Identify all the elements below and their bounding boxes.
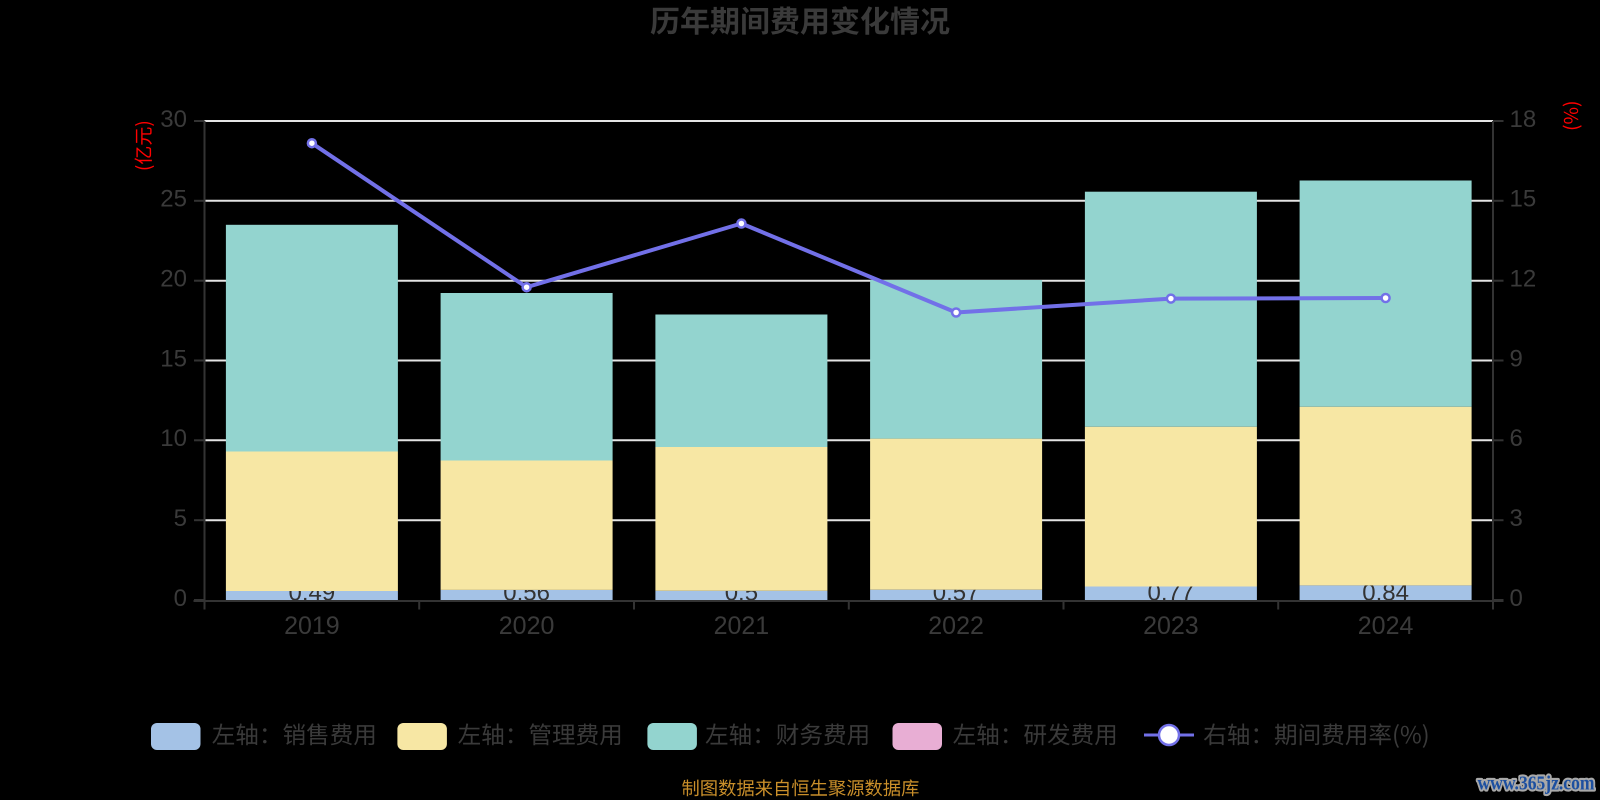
svg-text:2024: 2024 [1358, 612, 1414, 640]
svg-text:2019: 2019 [284, 612, 340, 640]
svg-text:0: 0 [174, 585, 187, 612]
svg-text:15: 15 [160, 345, 187, 372]
svg-text:www.365jz.com: www.365jz.com [1478, 773, 1595, 795]
svg-text:3: 3 [1510, 505, 1523, 532]
svg-text:12: 12 [1510, 266, 1537, 293]
svg-text:6: 6 [1510, 425, 1523, 452]
svg-text:9: 9 [1510, 345, 1523, 372]
svg-text:15: 15 [1510, 186, 1537, 213]
svg-text:18: 18 [1510, 106, 1537, 133]
svg-text:10: 10 [160, 425, 187, 452]
svg-text:5: 5 [174, 505, 187, 532]
svg-text:2023: 2023 [1143, 612, 1199, 640]
svg-text:20: 20 [160, 266, 187, 293]
svg-text:2021: 2021 [714, 612, 770, 640]
svg-text:25: 25 [160, 186, 187, 213]
svg-text:30: 30 [160, 106, 187, 133]
svg-text:0: 0 [1510, 585, 1523, 612]
svg-text:2020: 2020 [499, 612, 555, 640]
svg-text:2022: 2022 [928, 612, 984, 640]
